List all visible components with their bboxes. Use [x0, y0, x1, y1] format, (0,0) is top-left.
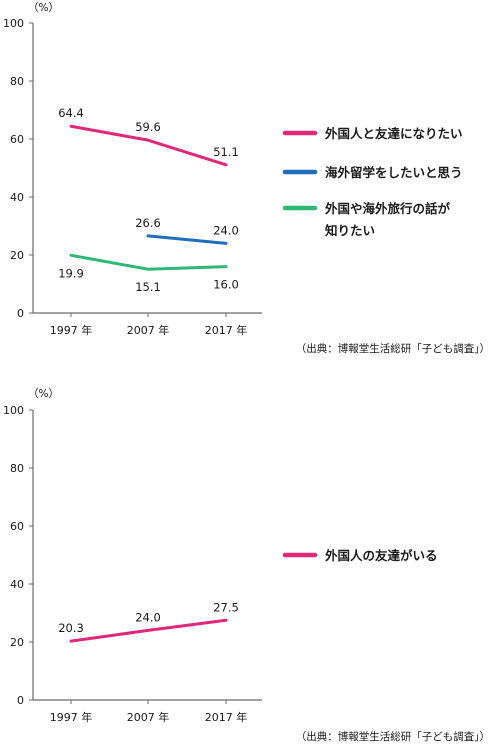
- chart1-data-label: 19.9: [58, 266, 84, 280]
- chart1-data-label: 15.1: [135, 280, 161, 294]
- chart2-data-label: 27.5: [213, 600, 239, 614]
- chart1-data-label: 26.6: [135, 216, 161, 230]
- chart1-y-tick-label: 20: [10, 249, 24, 262]
- chart1-y-tick-label: 0: [17, 307, 24, 320]
- chart2-x-tick-label: 1997 年: [50, 710, 93, 724]
- chart1-unit-label: （%）: [28, 2, 59, 14]
- chart1-x-tick-label: 2007 年: [127, 323, 170, 337]
- chart1-x-tick-label: 1997 年: [50, 323, 93, 337]
- chart1-series-line: [69, 124, 228, 167]
- chart1-y-tick-label: 60: [10, 133, 24, 146]
- chart2-source-note: （出典：博報堂生活総研「子ども調査」）: [296, 730, 490, 743]
- chart1-data-label: 51.1: [213, 145, 239, 159]
- chart1-y-tick-label: 80: [10, 75, 24, 88]
- chart2-data-label: 20.3: [58, 621, 84, 635]
- chart1-legend-label: 外国や海外旅行の話が: [324, 201, 451, 216]
- chart1-x-tick-label: 2017 年: [205, 323, 248, 337]
- chart2-y-tick-label: 0: [17, 694, 24, 707]
- chart1-legend-label: 海外留学をしたいと思う: [325, 165, 463, 180]
- chart1-data-label: 24.0: [213, 223, 239, 237]
- chart1-data-label: 64.4: [58, 106, 84, 120]
- chart2-series-line: [69, 618, 228, 643]
- chart1-y-tick-label: 40: [10, 191, 24, 204]
- chart1-series-line: [146, 234, 228, 245]
- chart2-data-label: 24.0: [135, 610, 161, 624]
- chart2-y-tick-label: 80: [10, 462, 24, 475]
- chart1-legend-label: 外国人と友達になりたい: [324, 126, 463, 141]
- chart1-data-label: 59.6: [135, 120, 161, 134]
- chart2-unit-label: （%）: [28, 388, 59, 400]
- chart1-series-line: [69, 253, 228, 271]
- chart2-y-tick-label: 20: [10, 636, 24, 649]
- chart2-legend-label: 外国人の友達がいる: [324, 548, 438, 563]
- chart2-x-tick-label: 2007 年: [127, 710, 170, 724]
- chart2-y-tick-label: 100: [3, 404, 24, 417]
- chart2-y-tick-label: 40: [10, 578, 24, 591]
- chart1-source-note: （出典：博報堂生活総研「子ども調査」）: [296, 342, 490, 355]
- chart2-x-tick-label: 2017 年: [205, 710, 248, 724]
- chart1-y-tick-label: 100: [3, 17, 24, 30]
- chart1-legend-label: 知りたい: [324, 223, 375, 238]
- chart1-data-label: 16.0: [213, 278, 239, 292]
- chart2-y-tick-label: 60: [10, 520, 24, 533]
